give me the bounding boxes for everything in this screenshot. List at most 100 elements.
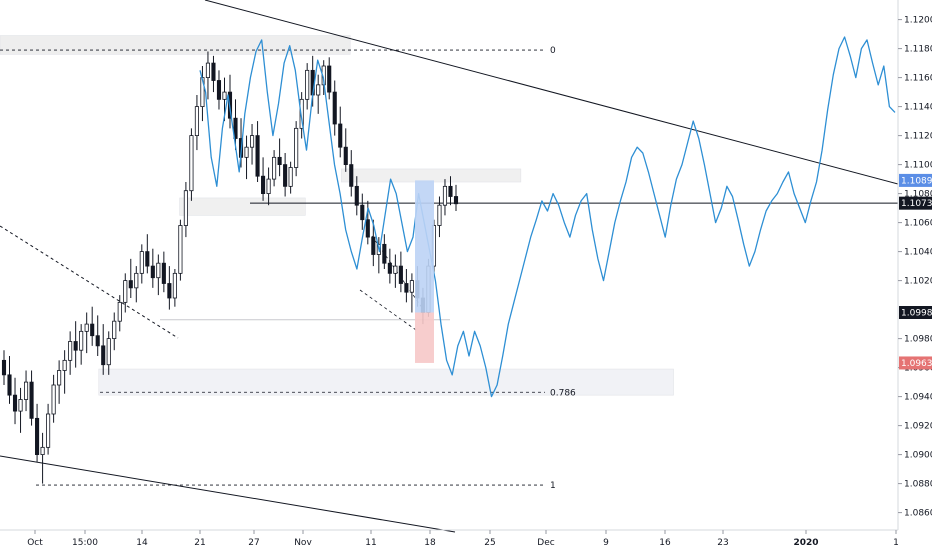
candle-body: [35, 417, 40, 456]
y-tick-label: 1.11200: [904, 132, 932, 142]
candle: [40, 432, 45, 484]
fib-levels: 0 0.786 1: [0, 46, 576, 491]
candle: [139, 244, 144, 284]
y-tick-label: 1.08600: [904, 509, 932, 519]
candle: [189, 128, 194, 201]
candle-body: [409, 280, 414, 293]
candle-body: [255, 135, 260, 177]
candle-body: [156, 262, 161, 279]
candle: [448, 176, 453, 206]
candle: [371, 219, 376, 267]
candle-body: [68, 341, 73, 361]
candle: [194, 95, 199, 151]
candle-body: [189, 135, 194, 192]
candle: [172, 269, 177, 307]
y-tick-label: 1.09400: [904, 393, 932, 403]
candle-body: [106, 338, 111, 366]
candle: [106, 331, 111, 375]
candle-body: [442, 185, 448, 206]
candle: [332, 80, 337, 136]
candle-body: [23, 381, 29, 400]
y-axis: 1.12000 1.11800 1.11600 1.11400 1.11200 1.110…: [897, 0, 932, 530]
x-tick-label: 27: [248, 538, 259, 548]
candle-body: [7, 374, 12, 396]
candle: [7, 356, 12, 404]
candle: [117, 295, 122, 332]
x-axis: Oct 15:00 14 21 27 Nov 11 18 25 Dec 9 16 23 2020 1: [0, 529, 899, 548]
candle-body: [244, 146, 249, 158]
position-tool: [415, 180, 434, 363]
candle-body: [172, 272, 177, 299]
candle: [442, 179, 448, 216]
candle-body: [249, 135, 255, 148]
candle-body: [95, 335, 100, 347]
candle: [101, 324, 106, 375]
y-tick-label: 1.11600: [904, 74, 932, 84]
fib-level-label: 0.786: [550, 388, 576, 398]
candle: [244, 135, 249, 180]
x-tick-label: 18: [424, 538, 436, 548]
candle: [277, 138, 282, 177]
y-tick-label: 1.09800: [904, 335, 932, 345]
x-tick-label: Nov: [294, 538, 312, 548]
candle-body: [112, 320, 117, 340]
x-tick-label: 16: [659, 538, 671, 548]
y-tick-label: 1.10200: [904, 277, 932, 287]
x-tick-label: 15:00: [72, 538, 98, 548]
candle-body: [283, 164, 288, 187]
candle-body: [305, 69, 310, 100]
candle: [12, 377, 18, 425]
position-stop-zone: [415, 312, 434, 363]
position-target-zone: [415, 180, 434, 313]
candle: [1, 350, 7, 385]
candle: [382, 234, 387, 269]
candle: [90, 306, 95, 346]
price-badge: [899, 196, 932, 210]
candle-body: [18, 399, 23, 412]
zone-boxes: [0, 35, 674, 396]
x-tick-label: 11: [365, 538, 376, 548]
candle-body: [222, 91, 227, 100]
candle-body: [139, 251, 144, 274]
candle-body: [437, 204, 442, 226]
candle: [387, 248, 392, 284]
candle: [354, 176, 359, 216]
candle: [316, 74, 321, 114]
candle: [404, 269, 409, 303]
fib-level-label: 1: [550, 481, 556, 491]
candle: [112, 312, 117, 351]
candle-body: [382, 243, 387, 264]
candle-body: [288, 167, 293, 187]
candle-body: [294, 127, 299, 168]
candle: [437, 196, 442, 238]
candle-body: [371, 236, 376, 255]
trendlines: [0, 0, 899, 533]
price-badge: [899, 173, 932, 187]
y-tick-label: 1.09200: [904, 422, 932, 432]
candle-body: [360, 204, 365, 221]
candle-body: [272, 156, 277, 180]
fib-level-label: 0: [550, 46, 556, 56]
candle: [62, 350, 67, 394]
candle: [18, 387, 23, 433]
candle-body: [277, 156, 282, 166]
candle-body: [1, 359, 7, 376]
candle: [305, 63, 310, 110]
y-tick-label: 1.08800: [904, 480, 932, 490]
candle-body: [101, 345, 106, 366]
candle-body: [299, 98, 304, 129]
candle: [255, 121, 260, 182]
candle: [365, 200, 370, 245]
y-tick-label: 1.09000: [904, 451, 932, 461]
candle-body: [448, 185, 453, 197]
candle-body: [354, 185, 359, 206]
candle-body: [178, 225, 183, 274]
candle-body: [73, 341, 78, 351]
x-tick-label: Dec: [537, 538, 554, 548]
candle-body: [393, 265, 398, 274]
candle: [84, 312, 89, 354]
candle: [205, 51, 211, 100]
candle-body: [194, 106, 199, 136]
